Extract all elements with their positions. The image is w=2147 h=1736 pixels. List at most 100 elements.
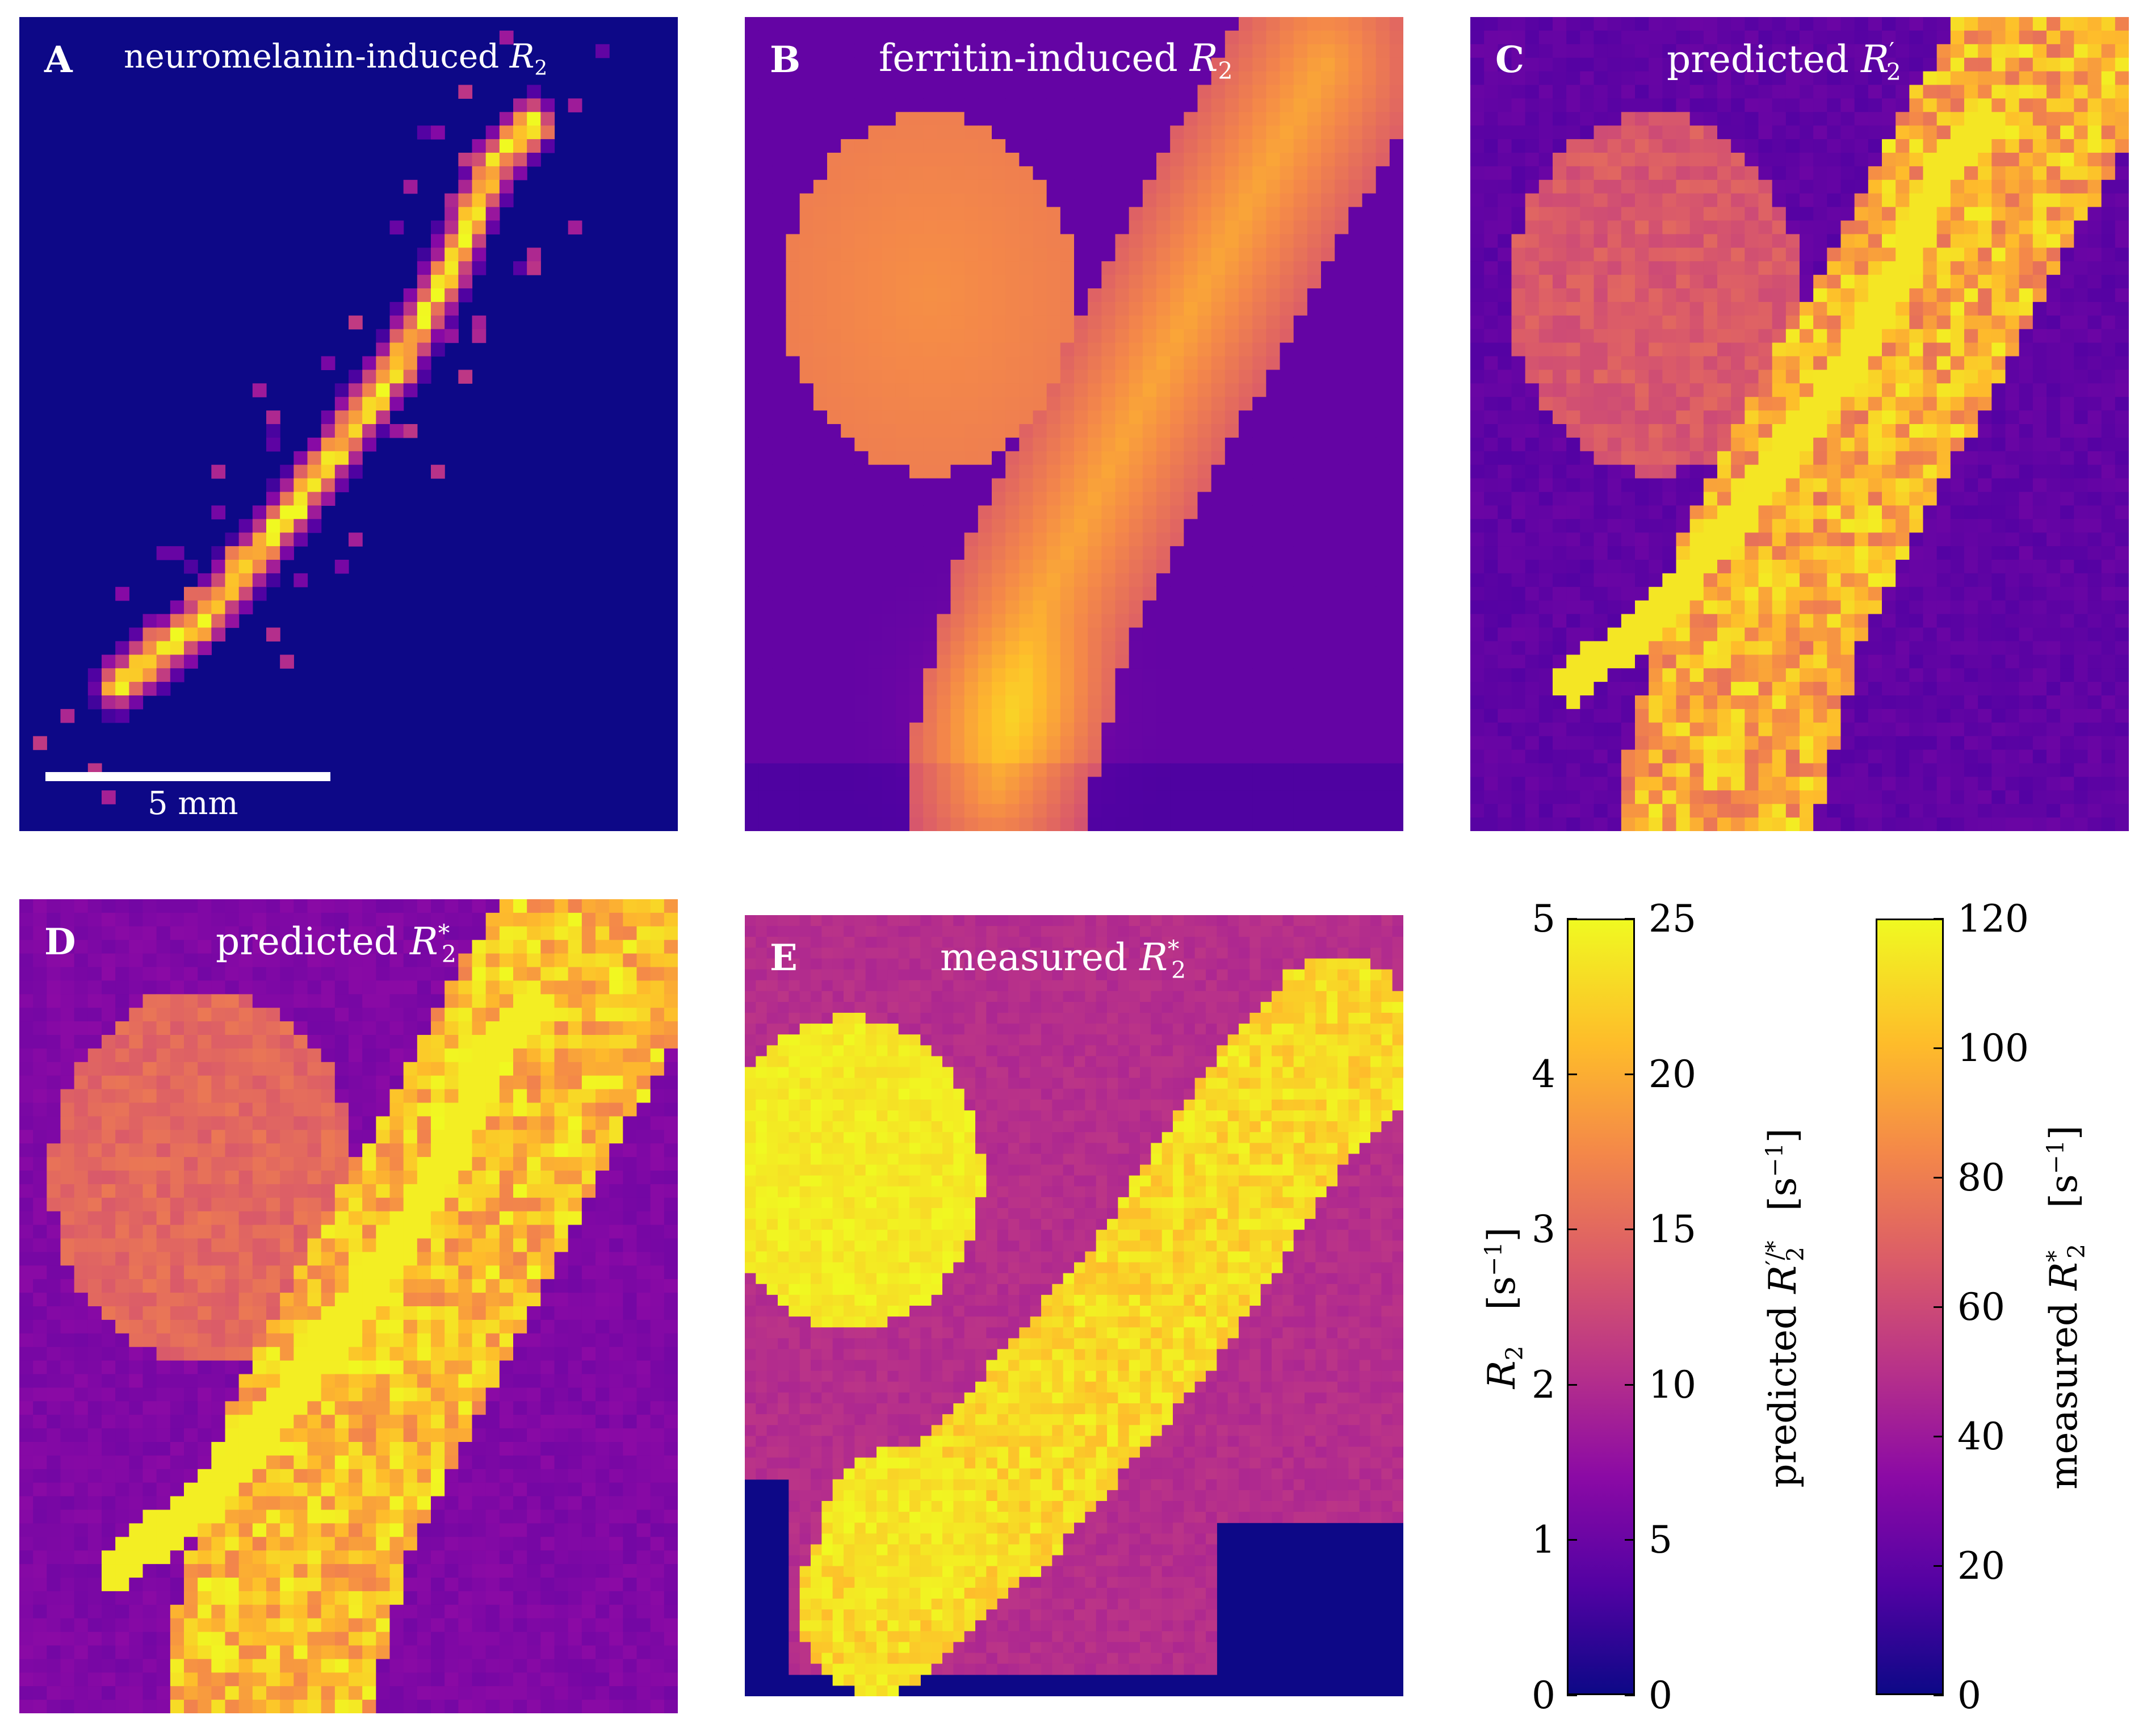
heatmap-cell	[2019, 275, 2033, 289]
heatmap-cell	[923, 763, 937, 777]
heatmap-cell	[1088, 329, 1102, 343]
heatmap-cell	[1239, 817, 1253, 831]
heatmap-cell	[1525, 356, 1540, 370]
heatmap-cell	[854, 207, 869, 221]
heatmap-cell	[1484, 112, 1498, 126]
heatmap-cell	[1060, 261, 1075, 275]
heatmap-cell	[950, 573, 965, 588]
heatmap-cell	[198, 614, 212, 628]
heatmap-cell	[745, 383, 759, 397]
heatmap-cell	[1184, 600, 1198, 615]
heatmap-cell	[1854, 519, 1869, 533]
heatmap-cell	[1538, 57, 1553, 72]
heatmap-cell	[1868, 17, 1882, 31]
heatmap-cell	[1280, 288, 1294, 303]
heatmap-cell	[1676, 301, 1691, 316]
heatmap-cell	[799, 519, 814, 533]
heatmap-cell	[1321, 220, 1335, 234]
heatmap-cell	[1621, 112, 1636, 126]
heatmap-cell	[1088, 301, 1102, 316]
heatmap-cell	[1088, 722, 1102, 737]
heatmap-cell	[1348, 505, 1363, 519]
heatmap-cell	[978, 193, 992, 208]
heatmap-cell	[1772, 125, 1787, 140]
heatmap-cell	[2032, 464, 2047, 479]
heatmap-cell	[978, 749, 992, 764]
heatmap-cell	[813, 682, 828, 696]
heatmap-cell	[895, 261, 910, 275]
heatmap-cell	[1197, 57, 1212, 72]
heatmap-cell	[745, 777, 759, 791]
heatmap-cell	[964, 248, 979, 262]
heatmap-cell	[841, 342, 855, 357]
heatmap-cell	[2047, 410, 2061, 425]
heatmap-cell	[1321, 139, 1335, 153]
heatmap-cell	[1005, 708, 1020, 723]
heatmap-cell	[1676, 248, 1691, 262]
heatmap-cell	[1115, 804, 1130, 818]
heatmap-cell	[1197, 817, 1212, 831]
heatmap-cell	[1498, 451, 1512, 466]
heatmap-cell	[1252, 207, 1267, 221]
heatmap-cell	[445, 234, 459, 248]
heatmap-cell	[1280, 614, 1294, 628]
heatmap-cell	[1019, 112, 1034, 126]
heatmap-cell	[1800, 207, 1814, 221]
heatmap-cell	[2032, 179, 2047, 194]
heatmap-cell	[937, 627, 951, 641]
heatmap-cell	[1074, 573, 1088, 588]
heatmap-cell	[882, 437, 896, 452]
heatmap-cell	[1252, 722, 1267, 737]
heatmap-cell	[1950, 505, 1965, 519]
heatmap-cell	[895, 627, 910, 641]
heatmap-cell	[1731, 383, 1745, 397]
heatmap-cell	[745, 301, 759, 316]
heatmap-cell	[1184, 383, 1198, 397]
heatmap-cell	[389, 301, 404, 316]
heatmap-cell	[1964, 437, 1978, 452]
heatmap-cell	[1074, 301, 1088, 316]
heatmap-cell	[1074, 112, 1088, 126]
heatmap-cell	[1607, 315, 1622, 330]
heatmap-cell	[1991, 342, 2006, 357]
heatmap-cell	[992, 722, 1006, 737]
heatmap-cell	[1950, 356, 1965, 370]
heatmap-cell	[2074, 301, 2089, 316]
heatmap-cell	[1923, 153, 1938, 167]
heatmap-cell	[799, 234, 814, 248]
heatmap-cell	[1950, 85, 1965, 99]
heatmap-cell	[1005, 275, 1020, 289]
heatmap-cell	[417, 356, 431, 370]
heatmap-cell	[1813, 166, 1827, 181]
heatmap-cell	[799, 397, 814, 411]
heatmap-cell	[1074, 234, 1088, 248]
heatmap-cell	[1142, 790, 1157, 804]
heatmap-cell	[841, 668, 855, 682]
heatmap-cell	[1074, 668, 1088, 682]
heatmap-cell	[1115, 682, 1130, 696]
heatmap-cell	[266, 424, 280, 438]
heatmap-cell	[2060, 383, 2074, 397]
heatmap-cell	[1376, 112, 1390, 126]
heatmap-cell	[431, 275, 445, 289]
panel-label-a: A	[44, 39, 73, 81]
heatmap-cell	[1211, 492, 1226, 506]
heatmap-cell	[1197, 478, 1212, 493]
heatmap-cell	[1239, 166, 1253, 181]
heatmap-cell	[841, 655, 855, 669]
heatmap-cell	[1307, 532, 1322, 547]
heatmap-cell	[1335, 505, 1349, 519]
heatmap-cell	[1991, 234, 2006, 248]
heatmap-cell	[786, 30, 800, 45]
heatmap-cell	[745, 44, 759, 58]
heatmap-cell	[1703, 437, 1718, 452]
heatmap-cell	[2032, 288, 2047, 303]
heatmap-cell	[1266, 573, 1281, 588]
heatmap-cell	[882, 451, 896, 466]
heatmap-cell	[1197, 85, 1212, 99]
heatmap-cell	[1389, 573, 1403, 588]
heatmap-cell	[1280, 30, 1294, 45]
heatmap-cell	[1498, 153, 1512, 167]
heatmap-cell	[799, 668, 814, 682]
heatmap-cell	[1101, 207, 1116, 221]
